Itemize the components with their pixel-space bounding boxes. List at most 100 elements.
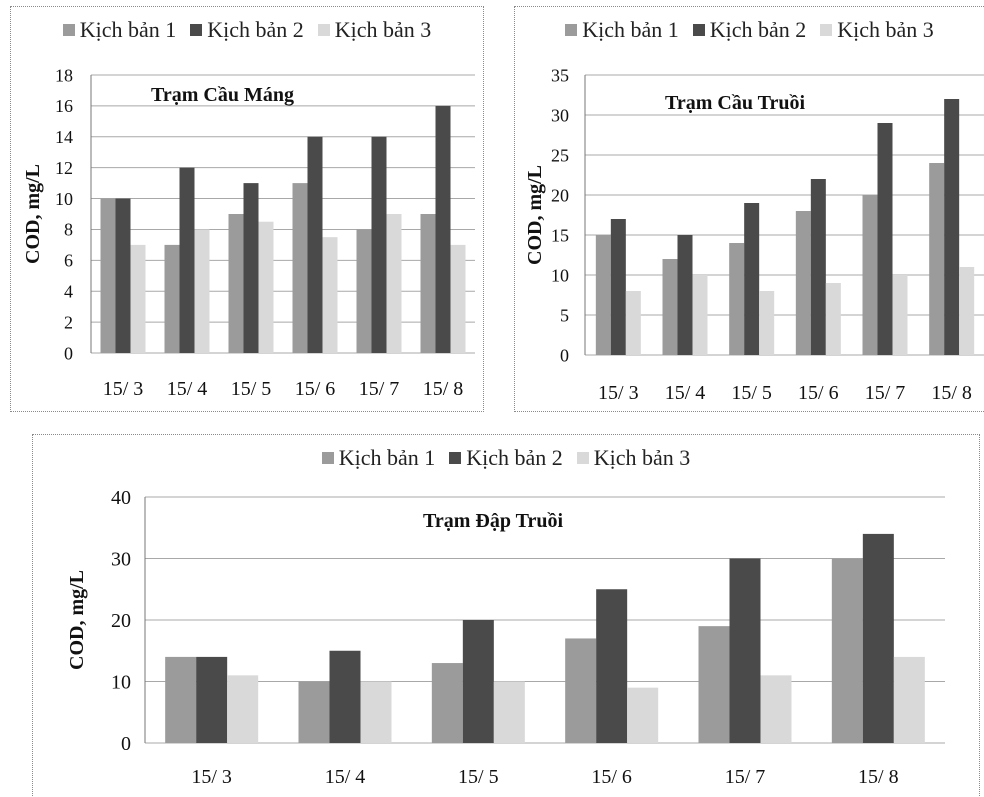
- y-tick-label: 0: [121, 733, 131, 755]
- y-axis-label: COD, mg/L: [524, 165, 546, 265]
- bar-series-3: [625, 291, 641, 355]
- bar-series-3: [892, 275, 908, 355]
- y-tick-label: 6: [64, 251, 73, 271]
- y-tick-label: 30: [111, 549, 131, 571]
- bar-series-3: [360, 681, 392, 743]
- bar-series-3: [258, 221, 274, 353]
- bar-series-2: [329, 650, 361, 743]
- bar-series-1: [662, 259, 678, 355]
- bar-series-1: [831, 558, 863, 743]
- y-tick-label: 20: [111, 610, 131, 632]
- bar-series-3: [959, 267, 975, 355]
- y-tick-label: 0: [560, 345, 569, 365]
- x-tick-label: 15/ 4: [325, 766, 366, 788]
- bar-chart-cau-mang: 0 2 4 6 8 10 12 14 16 18 15/ 3 15/ 4 15/ 5 15/ 6 15/ 7…: [22, 65, 475, 400]
- bar-series-2: [810, 179, 826, 355]
- bar-series-3: [493, 681, 525, 743]
- legend-item-series-3: Kịch bản 3: [820, 17, 934, 43]
- bar-series-1: [100, 198, 116, 353]
- bar-series-2: [243, 183, 259, 353]
- y-tick-label: 0: [64, 343, 73, 363]
- legend-label: Kịch bản 2: [207, 17, 304, 42]
- bar-series-1: [420, 214, 436, 353]
- x-tick-label: 15/ 5: [458, 766, 499, 788]
- y-tick-label: 4: [64, 282, 73, 302]
- chart-title: Trạm Cầu Máng: [151, 84, 294, 106]
- bar-series-1: [356, 229, 372, 353]
- legend-label: Kịch bản 2: [709, 17, 807, 42]
- bar-series-2: [862, 533, 894, 743]
- x-tick-label: 15/ 8: [931, 382, 972, 404]
- bar-series-3: [760, 675, 792, 743]
- y-tick-label: 8: [64, 220, 73, 240]
- x-tick-label: 15/ 6: [295, 378, 336, 400]
- bar-series-2: [944, 99, 960, 355]
- legend-swatch-series-3: [317, 24, 330, 36]
- bar-series-1: [595, 235, 611, 355]
- legend-swatch-series-2: [692, 24, 705, 36]
- legend-swatch-series-3: [820, 24, 833, 36]
- legend-swatch-series-2: [449, 452, 462, 464]
- legend-label: Kịch bản 3: [334, 17, 432, 42]
- y-tick-label: 35: [551, 65, 569, 85]
- y-tick-label: 20: [551, 185, 569, 205]
- bar-series-1: [298, 681, 330, 743]
- chart-legend: Kịch bản 1 Kịch bản 2 Kịch bản 3: [33, 445, 979, 471]
- bar-chart-cau-truoi: 0 5 10 15 20 25 30 35 15/ 3 15/ 4 15/ 5 15/ 6 15/ 7 1…: [524, 65, 984, 404]
- bar-series-2: [196, 656, 228, 743]
- x-tick-label: 15/ 3: [191, 766, 232, 788]
- y-tick-label: 18: [55, 65, 73, 85]
- bar-chart-dap-truoi: 0 10 20 30 40 15/ 3 15/ 4 15/ 5 15/ 6 15/ 7 15/ 8 T…: [66, 487, 945, 788]
- y-tick-label: 25: [551, 145, 569, 165]
- bar-series-2: [435, 105, 451, 353]
- legend-label: Kịch bản 1: [582, 17, 679, 42]
- chart-title: Trạm Cầu Truồi: [665, 92, 805, 114]
- chart-panel-cau-truoi: Kịch bản 1 Kịch bản 2 Kịch bản 3 0 5 10 15 2…: [514, 6, 984, 412]
- bar-series-3: [893, 656, 925, 743]
- legend-item-series-1: Kịch bản 1: [321, 445, 436, 471]
- bar-series-3: [692, 275, 708, 355]
- bar-series-3: [759, 291, 775, 355]
- x-tick-label: 15/ 6: [798, 382, 839, 404]
- y-tick-label: 12: [55, 158, 73, 178]
- bar-series-1: [795, 211, 811, 355]
- legend-swatch-series-1: [321, 452, 334, 464]
- legend-item-series-2: Kịch bản 2: [692, 17, 807, 43]
- bar-series-1: [228, 214, 244, 353]
- bar-series-1: [164, 244, 180, 353]
- y-tick-label: 10: [551, 265, 569, 285]
- legend-item-series-1: Kịch bản 1: [565, 17, 679, 43]
- chart-legend: Kịch bản 1 Kịch bản 2 Kịch bản 3: [11, 17, 483, 43]
- x-tick-label: 15/ 5: [231, 378, 272, 400]
- legend-item-series-2: Kịch bản 2: [449, 445, 563, 471]
- x-tick-label: 15/ 3: [598, 382, 639, 404]
- bar-series-1: [565, 638, 597, 743]
- bar-series-3: [322, 237, 338, 353]
- bar-series-2: [610, 219, 626, 355]
- y-axis-label: COD, mg/L: [22, 164, 44, 264]
- legend-label: Kịch bản 3: [837, 17, 934, 42]
- y-tick-label: 15: [551, 225, 569, 245]
- bar-series-2: [596, 589, 628, 743]
- bar-series-3: [386, 214, 402, 353]
- y-tick-label: 16: [55, 96, 73, 116]
- y-tick-label: 14: [55, 127, 73, 147]
- legend-swatch-series-2: [190, 24, 203, 36]
- bar-series-3: [194, 229, 210, 353]
- legend-swatch-series-1: [62, 24, 75, 36]
- bar-series-2: [677, 235, 693, 355]
- x-tick-label: 15/ 4: [665, 382, 706, 404]
- legend-label: Kịch bản 1: [79, 17, 177, 42]
- x-tick-label: 15/ 3: [103, 378, 144, 400]
- chart-panel-cau-mang: Kịch bản 1 Kịch bản 2 Kịch bản 3 0 2 4 6 8 10…: [10, 6, 484, 412]
- legend-swatch-series-1: [565, 24, 578, 36]
- bar-series-3: [627, 687, 659, 743]
- x-tick-label: 15/ 7: [725, 766, 766, 788]
- legend-item-series-1: Kịch bản 1: [62, 17, 177, 43]
- legend-label: Kịch bản 2: [466, 445, 563, 470]
- x-tick-label: 15/ 6: [591, 766, 632, 788]
- legend-label: Kịch bản 1: [338, 445, 436, 470]
- legend-item-series-2: Kịch bản 2: [190, 17, 304, 43]
- bar-series-3: [130, 244, 146, 353]
- bar-series-2: [371, 136, 387, 353]
